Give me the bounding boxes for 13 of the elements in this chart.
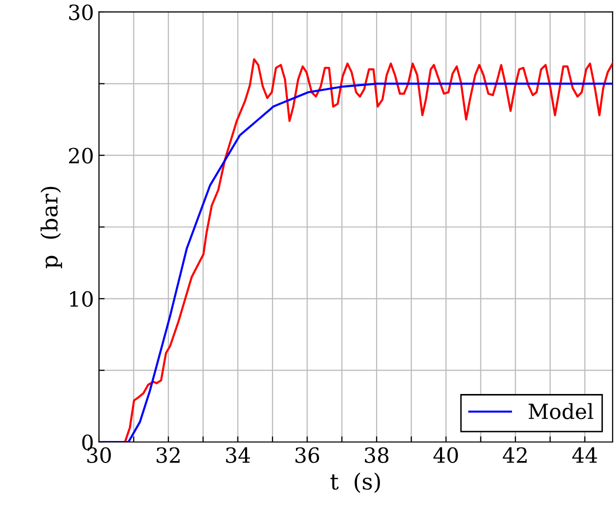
y-tick-label: 20: [69, 148, 93, 164]
x-tick-label: 38: [364, 447, 388, 463]
y-tick-label: 10: [70, 291, 93, 307]
legend-label: Model: [528, 403, 594, 420]
x-tick-label: 32: [156, 447, 180, 463]
y-tick-label: 30: [69, 4, 93, 20]
x-tick-label: 36: [296, 447, 320, 463]
x-axis-title: t (s): [330, 472, 380, 493]
x-tick-label: 42: [502, 447, 527, 463]
x-tick-label: 44: [572, 447, 598, 463]
x-tick-label: 40: [433, 447, 458, 463]
x-tick-label: 34: [226, 447, 250, 463]
y-axis-title: p (bar): [40, 186, 62, 268]
